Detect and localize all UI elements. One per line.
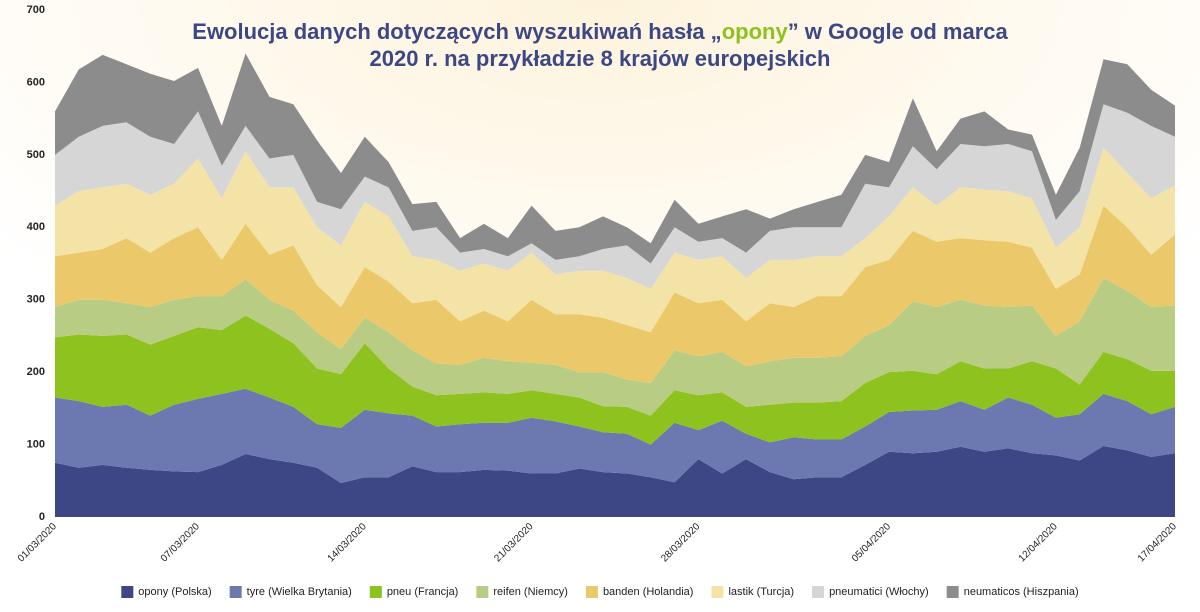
y-tick-label: 300 <box>27 294 45 306</box>
area <box>55 388 1175 483</box>
area <box>55 104 1175 289</box>
legend-swatch <box>476 586 489 598</box>
y-tick-label: 400 <box>27 221 45 233</box>
plot-area <box>55 53 1175 517</box>
area <box>55 147 1175 333</box>
y-tick-label: 0 <box>39 511 45 523</box>
legend-swatch <box>369 586 382 598</box>
legend-label: pneumatici (Włochy) <box>829 586 929 598</box>
y-tick-label: 500 <box>27 149 45 161</box>
y-tick-label: 100 <box>27 438 45 450</box>
legend-swatch <box>229 586 242 598</box>
legend-label: banden (Holandia) <box>603 586 694 598</box>
legend-label: tyre (Wielka Brytania) <box>247 586 352 598</box>
legend-swatch <box>585 586 598 598</box>
y-tick-label: 200 <box>27 366 45 378</box>
area <box>55 446 1175 517</box>
legend-swatch <box>711 586 724 598</box>
legend-label: lastik (Turcja) <box>728 586 794 598</box>
legend-label: reifen (Niemcy) <box>493 586 568 598</box>
title-part: Ewolucja danych dotyczących wyszukiwań h… <box>192 19 721 44</box>
chart-title: 2020 r. na przykładzie 8 krajów europejs… <box>369 46 830 71</box>
area <box>55 315 1175 445</box>
y-tick-label: 700 <box>27 4 45 16</box>
title-part: ” w Google od marca <box>788 19 1009 44</box>
chart-title: Ewolucja danych dotyczących wyszukiwań h… <box>192 19 1008 44</box>
y-tick-label: 600 <box>27 76 45 88</box>
title-highlight: opony <box>722 19 789 44</box>
legend-label: pneu (Francja) <box>387 586 459 598</box>
legend-label: opony (Polska) <box>138 586 211 598</box>
legend-swatch <box>812 586 825 598</box>
legend-swatch <box>946 586 959 598</box>
legend-swatch <box>121 586 134 598</box>
legend-label: neumaticos (Hiszpania) <box>964 586 1079 598</box>
area <box>55 205 1175 383</box>
legend: opony (Polska) tyre (Wielka Brytania) pneu… <box>121 586 1079 598</box>
area <box>55 278 1175 416</box>
